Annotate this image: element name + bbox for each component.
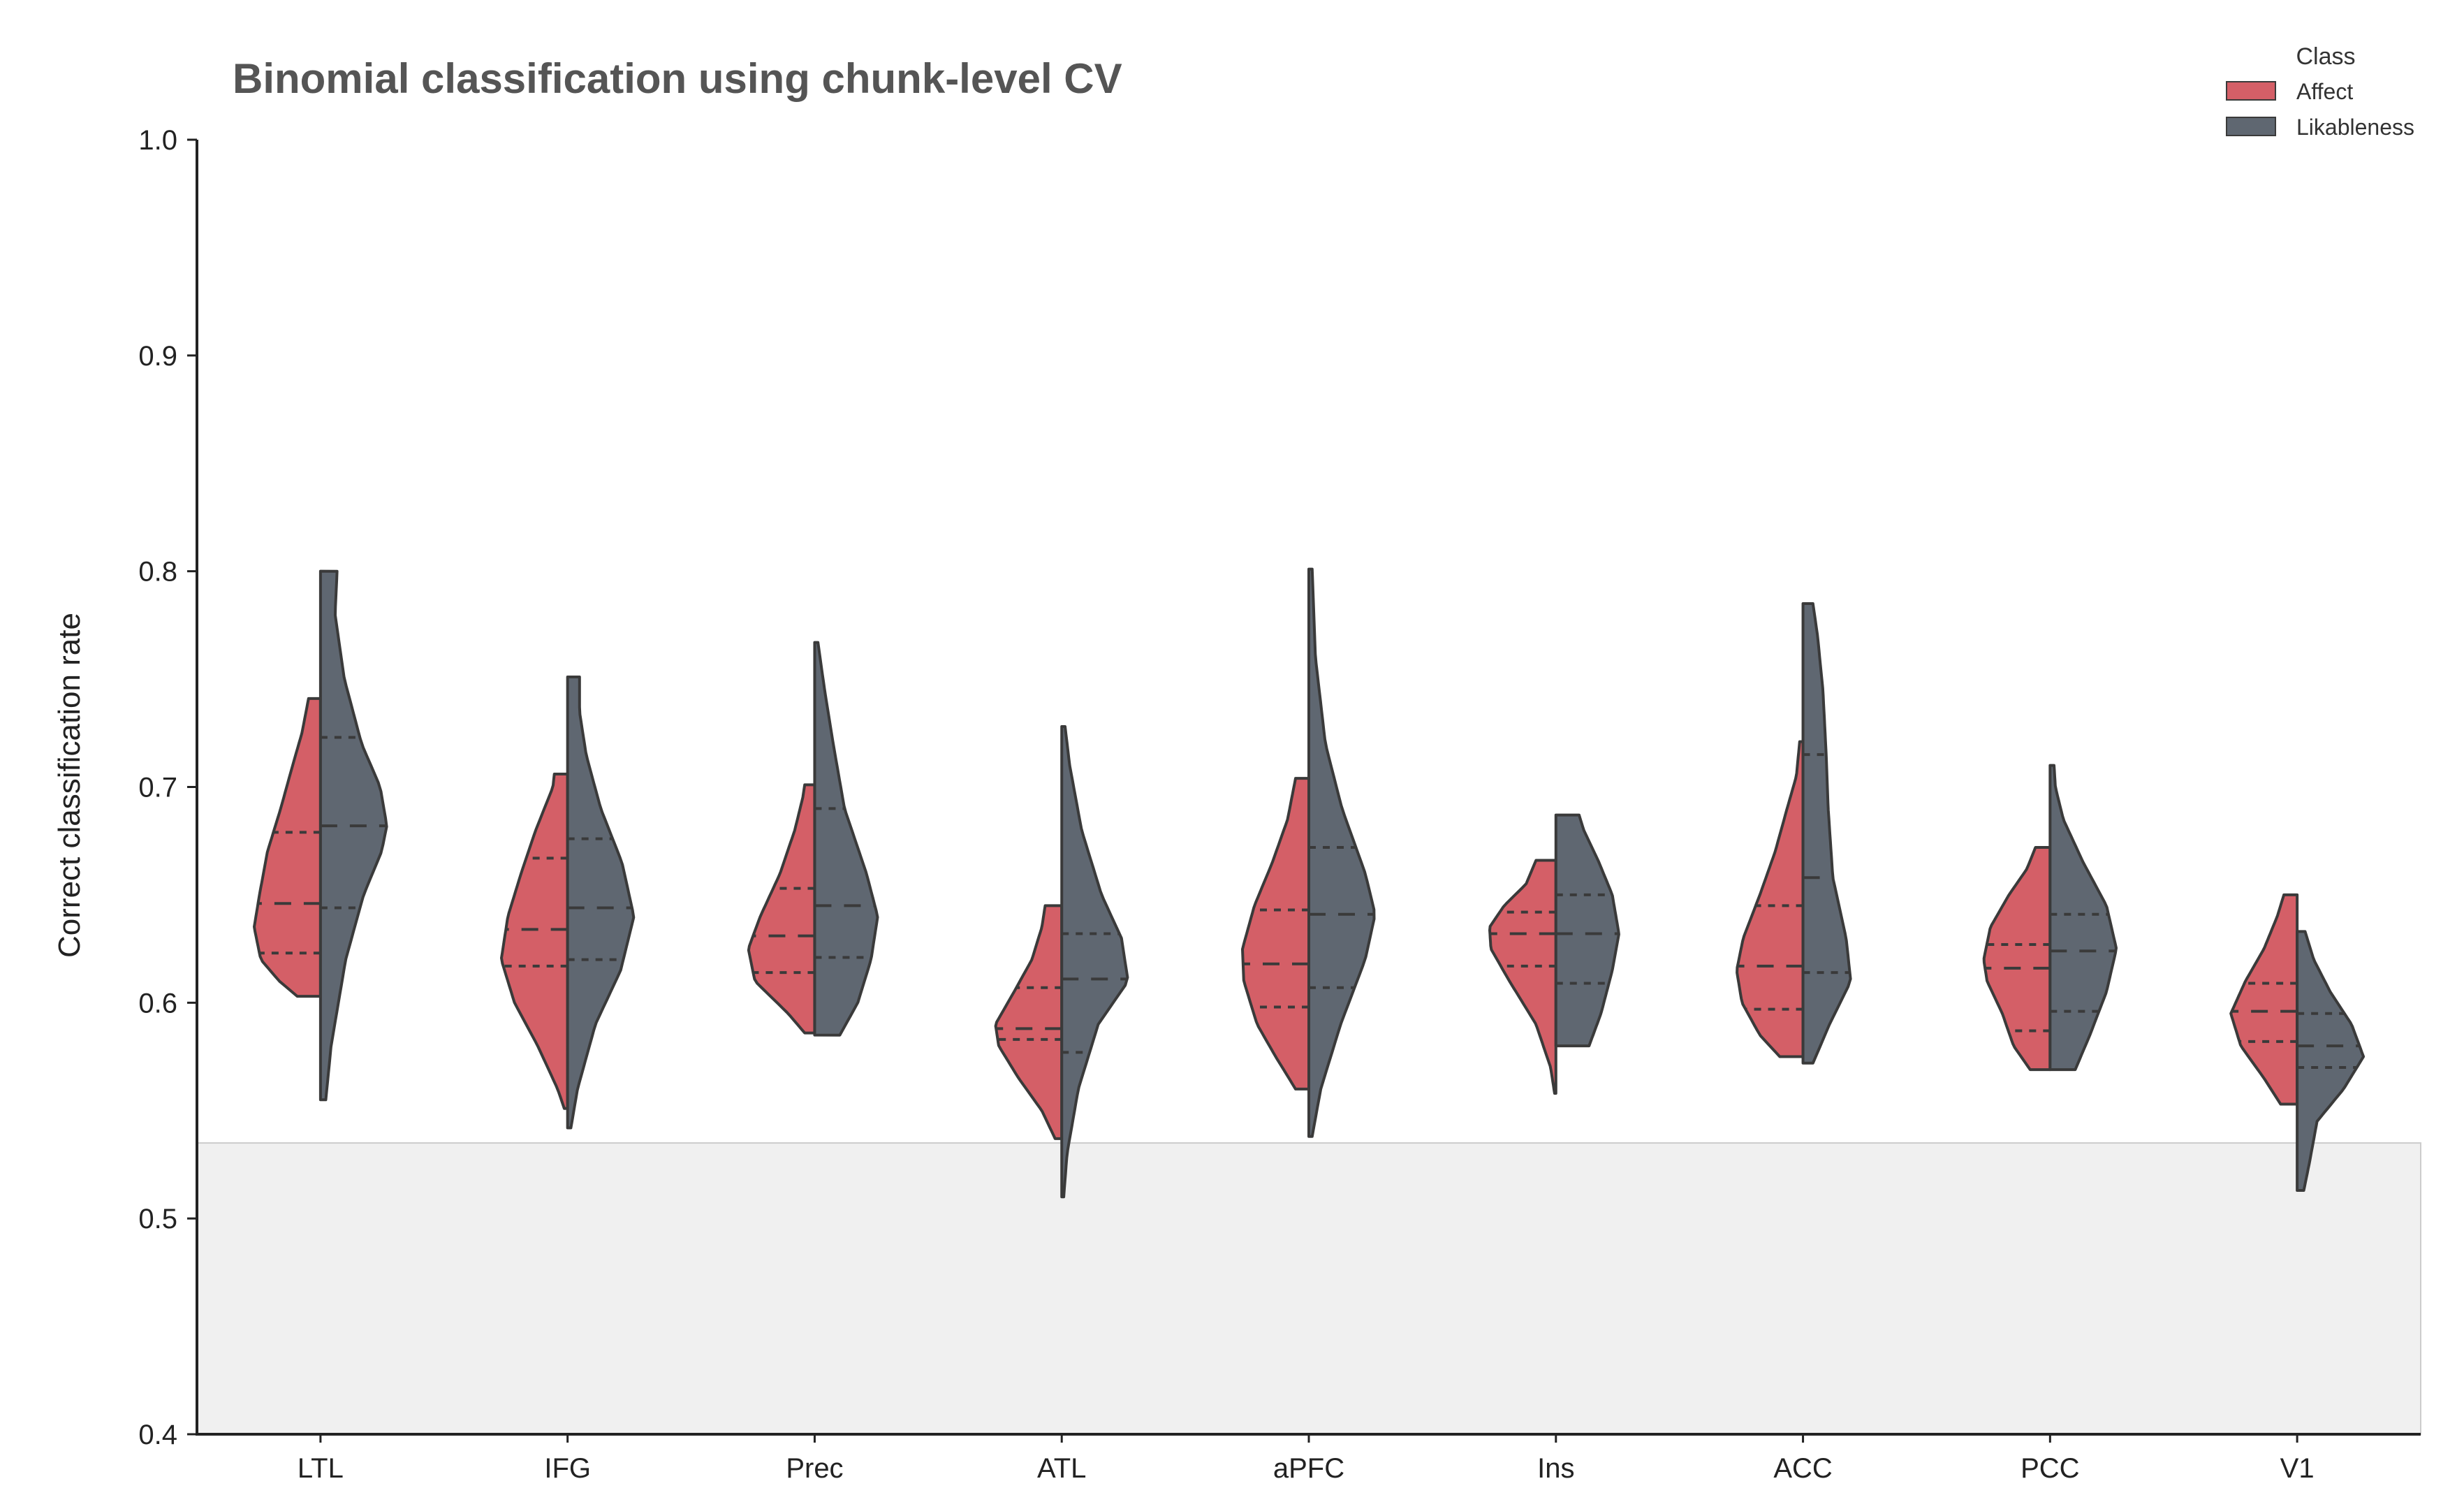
legend-swatch-likableness — [2226, 117, 2276, 136]
violin-layer — [253, 567, 2366, 1199]
y-tick-label-0-7: 0.7 — [138, 773, 177, 803]
y-tick-label-0-4: 0.4 — [138, 1420, 177, 1450]
x-tick-label-ltl: LTL — [298, 1453, 344, 1484]
violin-likableness-atl — [1060, 725, 1129, 1199]
violin-likableness-apfc — [1307, 567, 1376, 1138]
y-axis-label: Correct classification rate — [52, 613, 87, 958]
y-tick-label-0-9: 0.9 — [138, 341, 177, 372]
violin-affect-acc — [1736, 740, 1805, 1058]
violin-likableness-prec — [813, 641, 879, 1037]
legend-label-affect: Affect — [2296, 79, 2353, 104]
y-tick-label-1-0: 1.0 — [138, 125, 177, 156]
violin-likableness-pcc — [2048, 764, 2118, 1072]
violin-likableness-acc — [1801, 601, 1852, 1065]
violin-affect-prec — [747, 783, 816, 1035]
legend-title: Class — [2296, 43, 2355, 70]
y-axis-ticks: 0.4 0.5 0.6 0.7 0.8 0.9 1.0 — [138, 125, 197, 1450]
violin-affect-ltl — [253, 697, 322, 998]
x-tick-label-acc: ACC — [1773, 1453, 1832, 1484]
legend: Class Affect Likableness — [2226, 43, 2414, 140]
legend-label-likableness: Likableness — [2296, 115, 2414, 140]
x-tick-label-prec: Prec — [786, 1453, 843, 1484]
y-tick-label-0-6: 0.6 — [138, 988, 177, 1019]
x-axis-ticks: LTL IFG Prec ATL aPFC Ins ACC PCC V1 — [298, 1434, 2315, 1484]
x-tick-label-ifg: IFG — [544, 1453, 591, 1484]
violin-likableness-ifg — [566, 675, 636, 1130]
y-tick-label-0-5: 0.5 — [138, 1204, 177, 1234]
violin-likableness-v1 — [2296, 930, 2366, 1193]
chart-title: Binomial classification using chunk-leve… — [233, 55, 1122, 102]
violin-affect-ins — [1488, 859, 1557, 1095]
x-tick-label-atl: ATL — [1037, 1453, 1086, 1484]
x-tick-label-v1: V1 — [2280, 1453, 2315, 1484]
x-tick-label-ins: Ins — [1537, 1453, 1574, 1484]
chance-level-band — [196, 1142, 2421, 1435]
violin-affect-atl — [994, 904, 1064, 1140]
violin-likableness-ltl — [318, 569, 388, 1102]
violin-affect-pcc — [1982, 845, 2052, 1072]
violin-affect-v1 — [2229, 893, 2299, 1106]
violin-likableness-ins — [1554, 813, 1620, 1048]
legend-swatch-affect — [2226, 81, 2276, 101]
y-tick-label-0-8: 0.8 — [138, 557, 177, 588]
x-tick-label-apfc: aPFC — [1273, 1453, 1344, 1484]
x-tick-label-pcc: PCC — [2021, 1453, 2079, 1484]
violin-affect-apfc — [1241, 777, 1310, 1091]
